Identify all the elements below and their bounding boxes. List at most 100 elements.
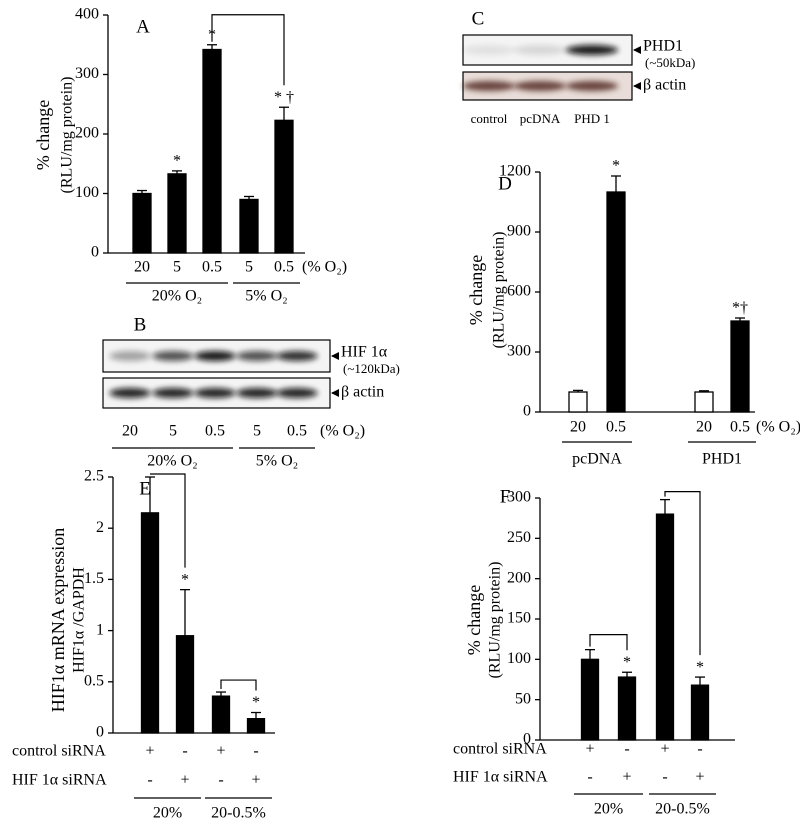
- arrow-head: [633, 82, 641, 90]
- blot-band: [513, 81, 567, 91]
- group-label: PHD1: [702, 451, 742, 468]
- group-label: 20-0.5%: [211, 805, 266, 822]
- y-tick-label: 0: [523, 731, 531, 748]
- panel-letter: B: [134, 314, 147, 335]
- y-axis-label: % change: [33, 100, 53, 170]
- group-label: 20%: [153, 805, 182, 822]
- blot-band: [194, 351, 236, 361]
- y-tick-label: 0: [91, 244, 99, 261]
- lane-label: control: [471, 111, 508, 126]
- significance-marker: *: [696, 659, 704, 676]
- blot-band: [236, 388, 278, 398]
- y-tick-label: 300: [507, 489, 531, 506]
- blot-band: [152, 351, 194, 361]
- bar: [202, 48, 222, 254]
- x-tick-label: 5: [245, 259, 253, 276]
- lane-unit: (% O₂): [320, 423, 365, 440]
- bar: [132, 192, 152, 254]
- significance-marker: *: [252, 694, 260, 711]
- row-sign: -: [697, 741, 702, 758]
- x-tick-label: 5: [173, 259, 181, 276]
- comparison-bracket: [150, 473, 186, 568]
- comparison-bracket: [664, 491, 701, 656]
- bar: [167, 173, 187, 254]
- comparison-bracket: [589, 634, 628, 651]
- y-tick-label: 1: [96, 621, 104, 638]
- y-tick-label: 100: [507, 650, 531, 667]
- x-tick-label: 0.5: [606, 419, 626, 436]
- blot-band: [109, 388, 151, 398]
- x-tick-label: 0.5: [730, 419, 750, 436]
- bar: [730, 320, 750, 413]
- lane-label: 0.5: [205, 423, 225, 440]
- bar: [606, 191, 626, 413]
- bar: [690, 684, 710, 741]
- blot-band: [565, 45, 619, 55]
- y-tick-label: 300: [507, 343, 531, 360]
- y-tick-label: 150: [507, 610, 531, 627]
- bar: [140, 512, 160, 734]
- y-tick-label: 200: [75, 125, 99, 142]
- panel-letter: C: [472, 8, 485, 29]
- band-label: PHD1: [643, 38, 683, 55]
- row-sign: +: [251, 772, 260, 789]
- group-label: 5% O₂: [256, 453, 298, 470]
- arrow-head: [633, 46, 641, 54]
- lane-label: 5: [253, 423, 261, 440]
- y-axis-label: HIF1α /GAPDH: [71, 567, 88, 673]
- band-label: β actin: [341, 384, 384, 401]
- lane-label: 5: [169, 423, 177, 440]
- arrow-head: [331, 352, 339, 360]
- row-sign: -: [624, 741, 629, 758]
- y-tick-label: 2: [96, 519, 104, 536]
- lane-label: pcDNA: [520, 111, 561, 126]
- group-label: 20% O₂: [152, 288, 202, 305]
- y-axis-label: % change: [466, 255, 486, 325]
- significance-marker: *†: [732, 300, 748, 317]
- comparison-bracket: [220, 679, 257, 691]
- bar: [655, 513, 675, 741]
- x-tick-label: 0.5: [274, 259, 294, 276]
- blot-band: [109, 351, 151, 361]
- group-label: 20-0.5%: [655, 801, 710, 818]
- y-tick-label: 0: [96, 724, 104, 741]
- bar: [211, 695, 231, 734]
- significance-marker: *: [181, 571, 189, 588]
- bar: [694, 391, 714, 413]
- blot-band: [194, 388, 236, 398]
- panel-letter: D: [498, 173, 512, 194]
- x-tick-label: 0.5: [202, 259, 222, 276]
- band-size: (~120kDa): [343, 361, 400, 376]
- bar: [246, 718, 266, 734]
- group-label: 20% O₂: [147, 453, 197, 470]
- blot-band: [276, 388, 318, 398]
- y-tick-label: 1.5: [84, 570, 104, 587]
- panel-letter: E: [139, 478, 151, 499]
- group-label: 20%: [594, 801, 623, 818]
- significance-marker: *: [173, 153, 181, 170]
- row-sign: +: [695, 769, 704, 786]
- row-sign: +: [145, 743, 154, 760]
- row-sign: -: [147, 772, 152, 789]
- panel-letter: F: [500, 486, 511, 507]
- row-sign: +: [622, 769, 631, 786]
- bar: [568, 391, 588, 413]
- row-label: HIF 1α siRNA: [12, 772, 107, 789]
- row-sign: +: [216, 743, 225, 760]
- group-label: 5% O₂: [245, 288, 287, 305]
- panel-letter: A: [136, 16, 150, 37]
- x-tick-label: 20: [696, 419, 712, 436]
- x-tick-label: 20: [570, 419, 586, 436]
- y-tick-label: 400: [75, 6, 99, 23]
- y-tick-label: 0: [523, 403, 531, 420]
- y-tick-label: 1200: [499, 163, 531, 180]
- y-axis-label: % change: [464, 585, 484, 655]
- y-tick-label: 250: [507, 529, 531, 546]
- bar: [239, 198, 259, 254]
- row-sign: -: [662, 769, 667, 786]
- comparison-bracket: [211, 14, 285, 86]
- y-axis-label: (RLU/mg protein): [491, 232, 508, 349]
- significance-marker: *: [623, 654, 631, 671]
- x-unit-label: (% O₂): [302, 259, 347, 276]
- band-label: β actin: [643, 77, 686, 94]
